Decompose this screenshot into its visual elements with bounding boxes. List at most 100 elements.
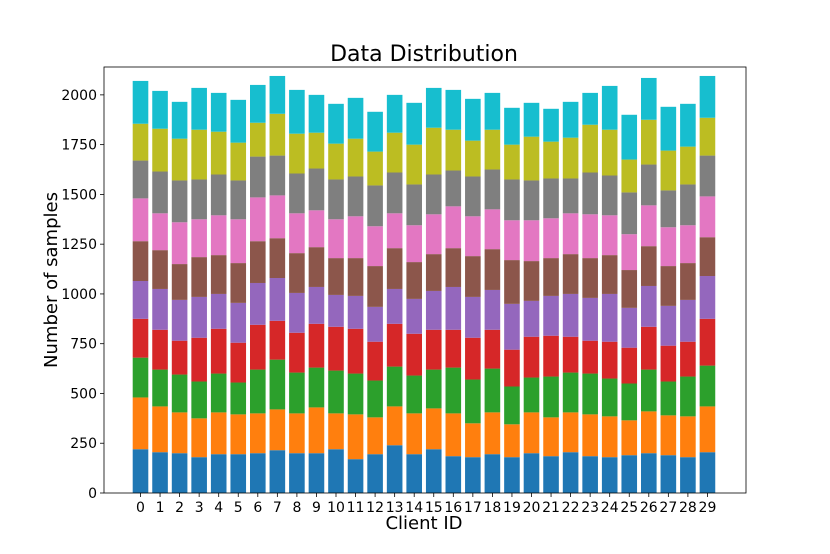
bar-segment-client-20-class-4 xyxy=(523,300,540,337)
bar-segment-client-15-class-2 xyxy=(425,369,442,409)
bar-segment-client-13-class-6 xyxy=(386,213,403,249)
x-tick-label: 19 xyxy=(503,500,521,516)
bar-segment-client-21-class-6 xyxy=(543,218,559,259)
bar-segment-client-6-class-0 xyxy=(250,453,266,493)
bar-segment-client-18-class-8 xyxy=(484,129,501,170)
bar-segment-client-3-class-4 xyxy=(191,296,207,338)
bar-segment-client-8-class-4 xyxy=(289,292,305,333)
bar-segment-client-15-class-1 xyxy=(425,408,442,450)
x-tick-label: 29 xyxy=(699,500,717,516)
bar-segment-client-17-class-2 xyxy=(465,379,481,424)
bar-segment-client-12-class-3 xyxy=(367,341,383,381)
bar-segment-client-15-class-0 xyxy=(425,449,442,493)
bar-segment-client-1-class-7 xyxy=(152,171,168,214)
bar-segment-client-7-class-2 xyxy=(269,359,286,410)
bar-segment-client-6-class-9 xyxy=(250,84,266,123)
bar-segment-client-10-class-8 xyxy=(328,143,344,180)
bar-segment-client-24-class-5 xyxy=(601,255,618,294)
bar-segment-client-27-class-6 xyxy=(660,227,677,267)
x-tick-label: 15 xyxy=(425,500,443,516)
y-tick-label: 1750 xyxy=(61,138,97,154)
chart-title: Data Distribution xyxy=(330,42,518,67)
bar-segment-client-22-class-7 xyxy=(562,178,579,214)
bar-segment-client-2-class-4 xyxy=(171,299,188,341)
bar-segment-client-4-class-2 xyxy=(210,373,227,413)
bar-segment-client-2-class-6 xyxy=(171,222,188,265)
bar-segment-client-18-class-1 xyxy=(484,412,501,455)
x-tick-label: 25 xyxy=(620,500,638,516)
x-tick-label: 21 xyxy=(542,500,560,516)
bar-segment-client-19-class-6 xyxy=(504,220,520,261)
bar-segment-client-9-class-5 xyxy=(308,247,325,287)
bar-segment-client-27-class-0 xyxy=(660,455,677,493)
bar-segment-client-27-class-8 xyxy=(660,150,677,191)
bar-segment-client-29-class-5 xyxy=(699,237,716,277)
bar-segment-client-22-class-6 xyxy=(562,213,579,255)
bar-segment-client-11-class-3 xyxy=(347,328,364,374)
bar-segment-client-1-class-6 xyxy=(152,213,168,251)
bar-segment-client-8-class-7 xyxy=(289,173,305,214)
bar-segment-client-15-class-9 xyxy=(425,87,442,128)
bar-segment-client-9-class-0 xyxy=(308,453,325,493)
bar-segment-client-28-class-2 xyxy=(680,376,696,417)
bar-segment-client-5-class-4 xyxy=(230,302,247,343)
bar-segment-client-26-class-5 xyxy=(641,246,657,286)
bar-segment-client-11-class-0 xyxy=(347,459,364,493)
bar-segment-client-17-class-0 xyxy=(465,457,481,493)
bar-segment-client-22-class-5 xyxy=(562,254,579,294)
bar-segment-client-5-class-8 xyxy=(230,142,247,181)
bar-segment-client-16-class-1 xyxy=(445,413,462,457)
bar-segment-client-0-class-8 xyxy=(132,123,149,161)
bar-segment-client-21-class-8 xyxy=(543,141,559,179)
bar-segment-client-10-class-7 xyxy=(328,179,344,220)
bar-segment-client-20-class-3 xyxy=(523,336,540,378)
bar-segment-client-23-class-0 xyxy=(582,456,598,493)
bar-segment-client-3-class-7 xyxy=(191,179,207,220)
x-tick-label: 11 xyxy=(347,500,365,516)
bar-segment-client-22-class-2 xyxy=(562,372,579,413)
bar-segment-client-13-class-5 xyxy=(386,248,403,289)
bars-group xyxy=(132,75,716,493)
bar-segment-client-27-class-1 xyxy=(660,415,677,456)
bar-segment-client-23-class-8 xyxy=(582,124,598,173)
bar-segment-client-27-class-9 xyxy=(660,106,677,151)
bar-segment-client-12-class-8 xyxy=(367,151,383,186)
bar-segment-client-11-class-6 xyxy=(347,216,364,259)
y-tick-label: 250 xyxy=(70,436,97,452)
bar-segment-client-0-class-5 xyxy=(132,241,149,281)
bar-segment-client-28-class-8 xyxy=(680,146,696,185)
bar-segment-client-1-class-9 xyxy=(152,90,168,129)
bar-segment-client-14-class-5 xyxy=(406,262,422,299)
bar-segment-client-13-class-1 xyxy=(386,406,403,446)
y-tick-label: 750 xyxy=(70,337,97,353)
bar-segment-client-18-class-7 xyxy=(484,169,501,210)
bar-segment-client-12-class-9 xyxy=(367,111,383,152)
bar-segment-client-8-class-5 xyxy=(289,253,305,293)
plot-frame xyxy=(103,66,747,494)
bar-segment-client-4-class-4 xyxy=(210,293,227,329)
bar-segment-client-14-class-8 xyxy=(406,144,422,185)
x-tick-label: 5 xyxy=(234,500,243,516)
bar-segment-client-28-class-9 xyxy=(680,103,696,147)
bar-segment-client-10-class-4 xyxy=(328,294,344,327)
bar-segment-client-12-class-0 xyxy=(367,454,383,493)
bar-segment-client-7-class-3 xyxy=(269,320,286,360)
bar-segment-client-15-class-6 xyxy=(425,214,442,255)
bar-segment-client-26-class-2 xyxy=(641,369,657,412)
x-tick-label: 8 xyxy=(292,500,301,516)
bar-segment-client-22-class-8 xyxy=(562,137,579,179)
bar-segment-client-11-class-5 xyxy=(347,258,364,296)
bar-segment-client-11-class-1 xyxy=(347,414,364,460)
x-tick-label: 16 xyxy=(444,500,462,516)
bar-segment-client-28-class-7 xyxy=(680,184,696,226)
bar-segment-client-3-class-5 xyxy=(191,257,207,297)
bar-segment-client-4-class-7 xyxy=(210,174,227,216)
bar-segment-client-26-class-0 xyxy=(641,453,657,493)
bar-segment-client-4-class-9 xyxy=(210,92,227,132)
bar-segment-client-20-class-6 xyxy=(523,220,540,262)
bar-segment-client-28-class-0 xyxy=(680,457,696,493)
bar-segment-client-15-class-7 xyxy=(425,174,442,215)
x-tick-label: 22 xyxy=(562,500,580,516)
bar-segment-client-7-class-9 xyxy=(269,75,286,114)
x-axis-ticks: 0 1 2 3 4 5 6 7 8 9 10 11 12 13 14 15 16 17 18 19 20 21 22 23 24… xyxy=(136,493,716,516)
